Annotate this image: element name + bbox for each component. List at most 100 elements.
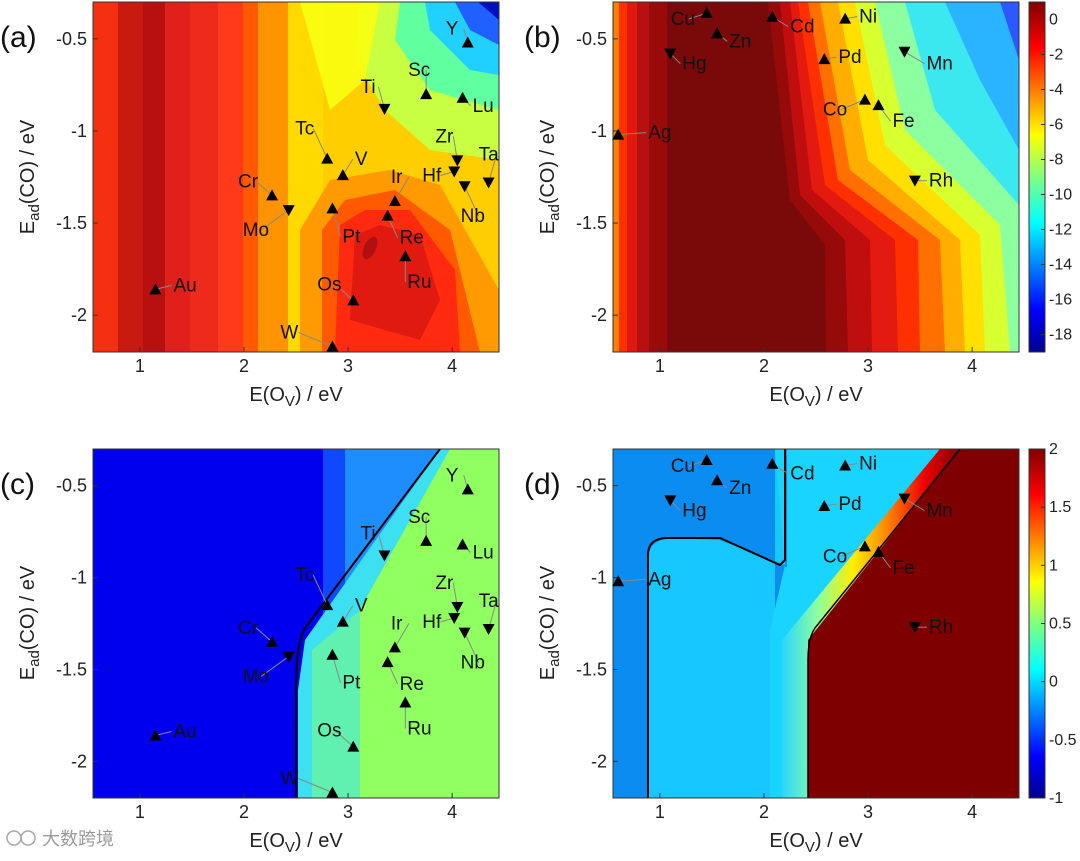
marker-cu (700, 7, 713, 19)
x-tick-label: 4 (967, 356, 977, 376)
marker-label-hf: Hf (422, 612, 442, 633)
marker-label-v: V (355, 596, 368, 617)
axes-box-a (92, 1, 500, 353)
x-tick-label: 1 (135, 356, 145, 376)
y-tick-label: -2 (591, 751, 607, 771)
marker-label-ti: Ti (360, 524, 375, 545)
marker-y (461, 483, 474, 495)
colorbar-tick-label: -10 (1049, 187, 1072, 204)
marker-ti (378, 550, 391, 562)
x-tick-label: 4 (447, 802, 457, 822)
marker-ni (839, 459, 852, 471)
svg-text:E(OV) / eV: E(OV) / eV (769, 830, 863, 856)
marker-y (461, 36, 474, 48)
watermark-logo-icon (6, 830, 22, 846)
watermark: 大数跨境 (6, 829, 114, 850)
y-axis-title-a: Ead(CO) / eV (17, 119, 43, 234)
y-axis-title-b: Ead(CO) / eV (537, 119, 563, 234)
x-tick-label: 2 (239, 802, 249, 822)
marker-cd (766, 10, 779, 22)
leader-line (618, 132, 647, 136)
marker-label-lu: Lu (473, 543, 494, 564)
marker-label-hf: Hf (422, 165, 442, 186)
x-tick-label: 2 (239, 356, 249, 376)
x-tick-label: 1 (135, 802, 145, 822)
marker-label-cu: Cu (671, 456, 695, 477)
x-axis-title-c: E(OV) / eV (249, 830, 343, 856)
leader-line (260, 656, 290, 677)
y-tick-label: -1 (71, 568, 87, 588)
x-tick-label: 3 (343, 802, 353, 822)
marker-w (326, 340, 339, 352)
y-tick-label: -1 (591, 121, 607, 141)
boundary-line-d1 (647, 449, 786, 798)
axes-box-b (612, 1, 1020, 353)
y-tick-label: -1.5 (576, 659, 607, 679)
boundary-line-c (295, 448, 441, 798)
y-tick-label: -0.5 (56, 29, 87, 49)
marker-ag (612, 128, 625, 140)
leader-line (394, 176, 410, 202)
marker-pt (326, 648, 339, 660)
y-tick-label: -0.5 (576, 29, 607, 49)
leader-line (255, 627, 273, 643)
marker-label-mn: Mn (926, 501, 952, 522)
colorbar-tick-label: -14 (1049, 257, 1072, 274)
leader-line (394, 623, 410, 648)
colorbar-tick-label: -8 (1049, 152, 1063, 169)
marker-label-sc: Sc (408, 60, 430, 81)
leader-line (255, 181, 273, 196)
colorbar-tick-label: -16 (1049, 292, 1072, 309)
x-tick-label: 4 (967, 802, 977, 822)
leader-line (464, 185, 480, 217)
leader-line (904, 498, 925, 512)
marker-fe (872, 545, 885, 557)
colorbar-tick-label: 0 (1049, 12, 1058, 29)
y-tick-label: -0.5 (56, 476, 87, 496)
marker-co (858, 93, 871, 105)
x-tick-label: 3 (343, 356, 353, 376)
marker-mn (898, 493, 911, 505)
markers-b: Cu Zn Cd Ni Hg Pd Mn Co Fe Ag Rh (612, 7, 953, 192)
marker-mn (898, 46, 911, 58)
marker-tc (321, 152, 334, 164)
marker-label-rh: Rh (929, 171, 953, 192)
marker-pd (818, 53, 831, 65)
marker-label-pt: Pt (342, 226, 361, 247)
colorbar-tick-label: -4 (1049, 82, 1063, 99)
marker-hg (664, 495, 677, 507)
colorbar-ticks-d: 2 1.5 1 0.5 0 -0.5 -1 (1041, 441, 1077, 807)
x-axis-title-a: E(OV) / eV (249, 384, 343, 410)
marker-ir (388, 194, 401, 206)
marker-v (336, 169, 349, 181)
marker-label-mo: Mo (243, 667, 269, 688)
svg-text:Ead(CO) / eV: Ead(CO) / eV (537, 119, 563, 234)
marker-label-w: W (280, 768, 298, 789)
marker-hf (448, 612, 461, 624)
marker-label-w: W (280, 322, 298, 343)
marker-label-ta: Ta (479, 145, 500, 166)
markers-c: Y Lu Sc Ti Tc V Zr Ta Hf Nb Cr Mo Ir Pt Re Ru Os W Au (149, 465, 499, 798)
marker-label-rh: Rh (929, 617, 953, 638)
marker-label-os: Os (317, 721, 341, 742)
marker-re (381, 209, 394, 221)
marker-zn (711, 474, 724, 486)
marker-label-au: Au (173, 722, 196, 743)
marker-rh (908, 622, 921, 634)
marker-mo (282, 651, 295, 663)
marker-label-mo: Mo (243, 220, 269, 241)
y-tick-label: -1.5 (56, 659, 87, 679)
y-tick-label: -2 (591, 305, 607, 325)
marker-label-ag: Ag (648, 569, 671, 590)
colorbar-tick-label: -2 (1049, 47, 1063, 64)
leader-line (298, 332, 333, 347)
y-tick-label: -2 (71, 305, 87, 325)
marker-label-nb: Nb (461, 206, 485, 227)
marker-label-zr: Zr (435, 126, 454, 147)
marker-label-fe: Fe (892, 111, 914, 132)
marker-os (347, 740, 360, 752)
y-tick-label: -1 (71, 121, 87, 141)
